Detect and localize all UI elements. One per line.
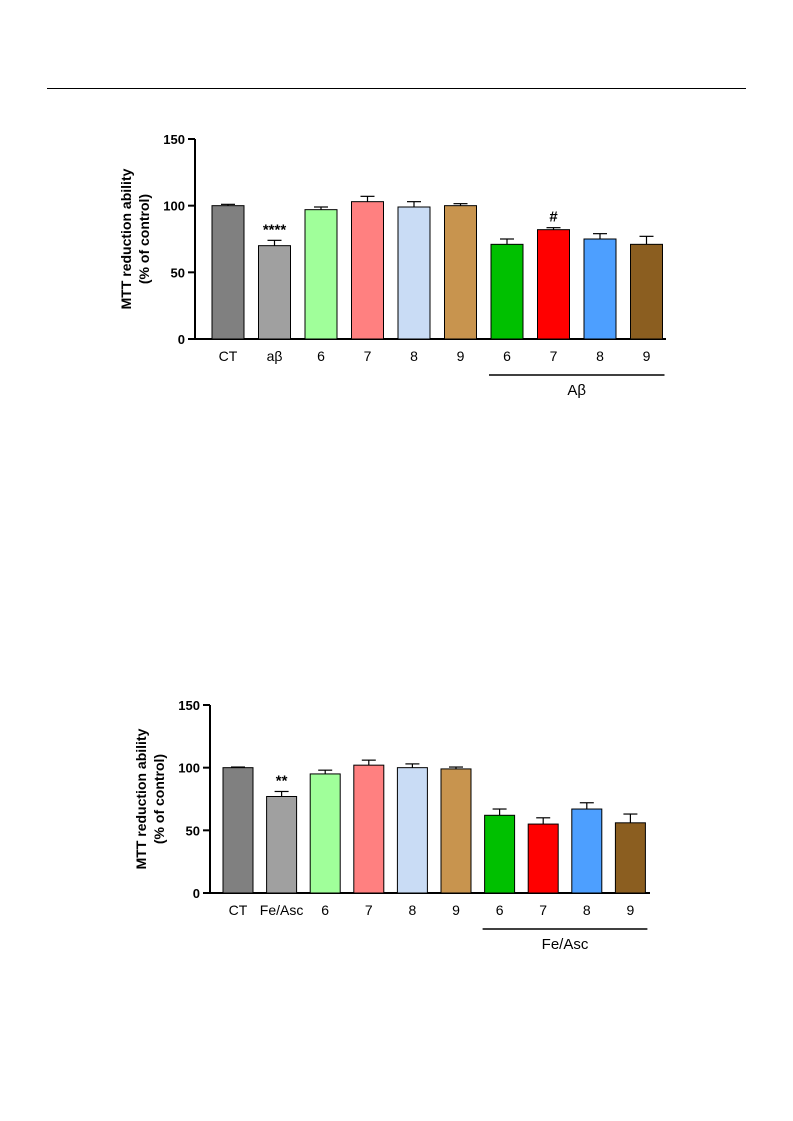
- y-axis-title-line2: (% of control): [136, 194, 152, 284]
- bar: [614, 822, 646, 894]
- y-axis-title-line1: MTT reduction ability: [133, 728, 149, 869]
- bar: [490, 243, 524, 340]
- bar: [309, 773, 341, 894]
- significance-marker: ****: [263, 221, 287, 238]
- y-tick-label: 150: [178, 698, 200, 713]
- significance-marker: #: [549, 209, 558, 226]
- x-tick-label: 9: [643, 348, 651, 364]
- x-tick-label: 6: [317, 348, 325, 364]
- x-tick-label: 7: [364, 348, 372, 364]
- bar: [222, 767, 254, 894]
- y-tick-label: 0: [193, 886, 200, 901]
- x-tick-label: CT: [229, 902, 248, 918]
- bar: [211, 205, 245, 340]
- x-tick-label: 8: [409, 902, 417, 918]
- x-tick-label: 7: [365, 902, 373, 918]
- x-tick-label: 7: [550, 348, 558, 364]
- bar: [353, 764, 385, 894]
- group-label: Fe/Asc: [542, 936, 589, 953]
- y-tick-label: 150: [163, 132, 185, 147]
- bar: [258, 245, 291, 340]
- x-tick-label: 8: [410, 348, 418, 364]
- bar: [537, 229, 570, 340]
- bar: [484, 814, 516, 894]
- y-axis-title-line2: (% of control): [151, 754, 167, 844]
- bar: [571, 808, 603, 894]
- x-tick-label: 6: [496, 902, 504, 918]
- x-tick-label: 7: [539, 902, 547, 918]
- y-tick-label: 50: [171, 265, 185, 280]
- bar: [527, 823, 559, 894]
- bar: [266, 795, 298, 894]
- significance-marker: **: [276, 772, 288, 789]
- bar: [583, 238, 617, 340]
- x-tick-label: CT: [219, 348, 238, 364]
- x-tick-label: 9: [457, 348, 465, 364]
- mtt-chart-abeta: 0 50 100 150 MTT reduction ability (% of cont…: [118, 132, 666, 399]
- bar: [444, 205, 477, 340]
- x-tick-label: aβ: [267, 348, 283, 364]
- x-tick-label: Fe/Asc: [260, 902, 304, 918]
- mtt-chart-feasc: 0 50 100 150 MTT reduction ability (% of cont…: [133, 698, 650, 953]
- x-tick-label: 8: [596, 348, 604, 364]
- bar: [397, 206, 431, 340]
- bar: [304, 209, 338, 340]
- y-tick-label: 100: [178, 761, 200, 776]
- bar: [396, 767, 428, 894]
- group-label: Aβ: [567, 382, 586, 399]
- x-tick-label: 6: [503, 348, 511, 364]
- bar: [351, 201, 384, 340]
- x-tick-label: 9: [452, 902, 460, 918]
- page-header-rule: [47, 88, 746, 89]
- y-axis-title-line1: MTT reduction ability: [118, 168, 134, 309]
- bar: [440, 768, 472, 894]
- x-tick-label: 9: [627, 902, 635, 918]
- y-tick-label: 0: [178, 332, 185, 347]
- y-tick-label: 50: [186, 823, 200, 838]
- x-tick-label: 6: [321, 902, 329, 918]
- x-tick-label: 8: [583, 902, 591, 918]
- bar: [630, 243, 663, 340]
- y-tick-label: 100: [163, 199, 185, 214]
